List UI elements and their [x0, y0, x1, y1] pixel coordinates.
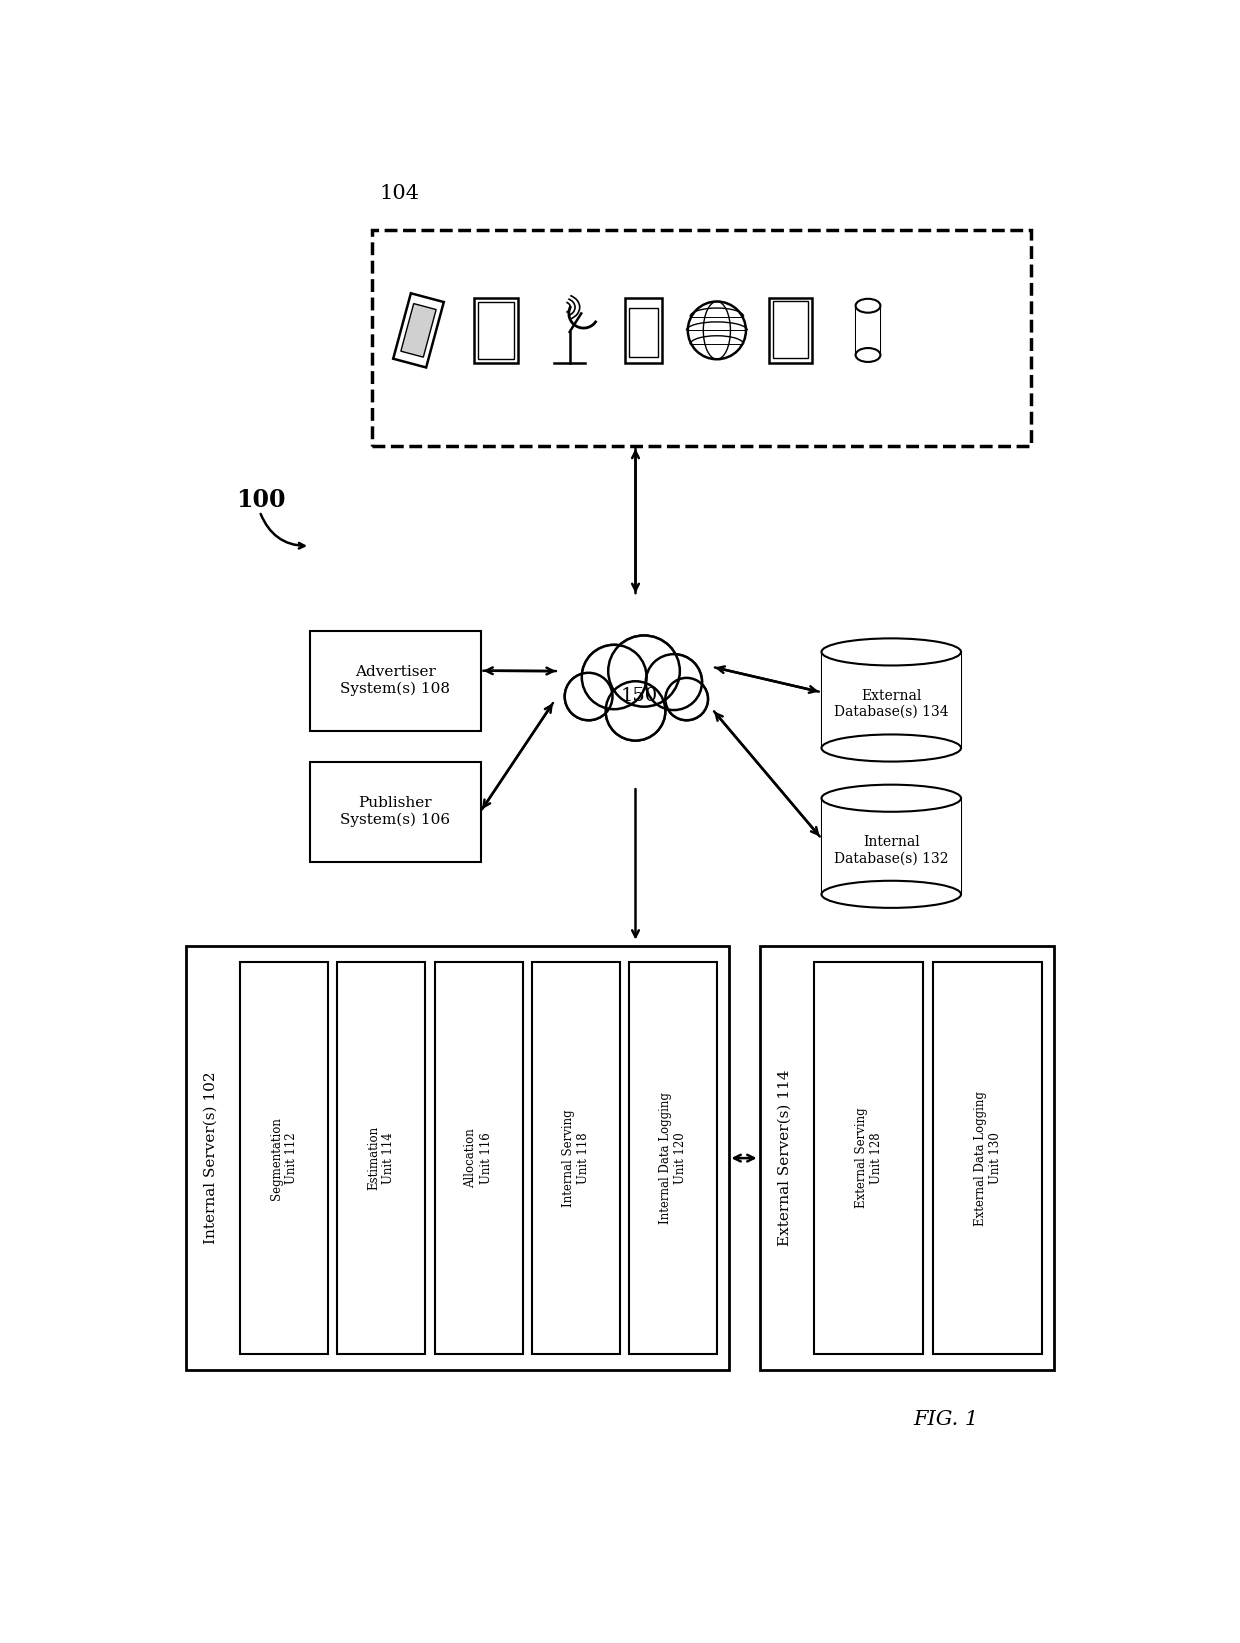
Text: 150: 150	[621, 687, 658, 705]
Text: External Data Logging
Unit 130: External Data Logging Unit 130	[973, 1091, 1002, 1226]
Text: Allocation
Unit 116: Allocation Unit 116	[465, 1129, 492, 1188]
Text: Internal Data Logging
Unit 120: Internal Data Logging Unit 120	[658, 1093, 687, 1224]
Bar	[821, 652, 961, 748]
Bar	[856, 306, 880, 355]
Polygon shape	[401, 304, 436, 357]
Text: Estimation
Unit 114: Estimation Unit 114	[367, 1125, 396, 1190]
Bar	[932, 961, 1043, 1354]
Bar	[625, 297, 662, 363]
Bar	[337, 961, 425, 1354]
Bar	[479, 302, 513, 358]
Bar	[434, 961, 522, 1354]
Circle shape	[605, 682, 666, 741]
Bar	[769, 297, 812, 363]
Ellipse shape	[688, 302, 746, 360]
Ellipse shape	[821, 881, 961, 909]
Text: External Server(s) 114: External Server(s) 114	[777, 1070, 791, 1247]
Text: External Serving
Unit 128: External Serving Unit 128	[854, 1107, 883, 1209]
Bar	[241, 961, 329, 1354]
Polygon shape	[393, 292, 444, 368]
Bar	[372, 230, 1030, 445]
Bar	[773, 301, 808, 358]
Bar	[532, 961, 620, 1354]
Circle shape	[666, 679, 708, 720]
Bar	[629, 961, 717, 1354]
Circle shape	[609, 636, 680, 706]
Ellipse shape	[856, 299, 880, 312]
Circle shape	[582, 644, 646, 710]
Circle shape	[609, 636, 680, 706]
Circle shape	[565, 674, 613, 720]
Circle shape	[666, 679, 708, 720]
Text: 100: 100	[237, 488, 286, 511]
Circle shape	[583, 646, 646, 708]
Circle shape	[646, 654, 702, 710]
Ellipse shape	[821, 785, 961, 812]
Circle shape	[646, 654, 702, 710]
Circle shape	[606, 682, 665, 739]
Circle shape	[564, 672, 613, 720]
Text: Segmentation
Unit 112: Segmentation Unit 112	[270, 1117, 298, 1199]
Bar	[310, 762, 481, 861]
Bar	[310, 631, 481, 731]
Bar	[629, 307, 658, 357]
Text: FIG. 1: FIG. 1	[913, 1410, 978, 1429]
Text: Advertiser
System(s) 108: Advertiser System(s) 108	[340, 665, 450, 697]
Bar	[474, 297, 517, 363]
Ellipse shape	[856, 348, 880, 361]
Bar	[813, 961, 924, 1354]
Bar	[759, 946, 1054, 1370]
Text: Internal Serving
Unit 118: Internal Serving Unit 118	[562, 1109, 590, 1208]
Bar	[186, 946, 729, 1370]
Text: 104: 104	[379, 184, 420, 204]
Bar	[821, 798, 961, 894]
Text: External
Database(s) 134: External Database(s) 134	[835, 688, 949, 720]
Text: Publisher
System(s) 106: Publisher System(s) 106	[340, 797, 450, 826]
Text: Internal
Database(s) 132: Internal Database(s) 132	[835, 835, 949, 866]
Ellipse shape	[821, 639, 961, 665]
Text: Internal Server(s) 102: Internal Server(s) 102	[203, 1071, 218, 1244]
Ellipse shape	[821, 734, 961, 762]
